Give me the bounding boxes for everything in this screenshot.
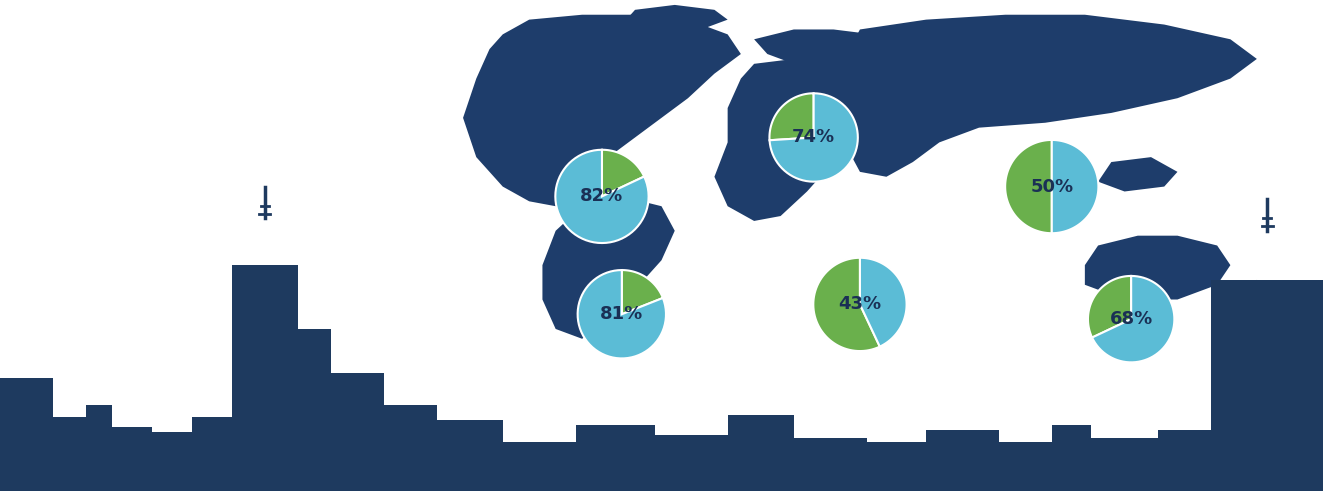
Bar <box>298 329 331 491</box>
Text: Figure 1-1 Urbanization around the world. Adapted from UN (I. Nations, 2018): Figure 1-1 Urbanization around the world… <box>418 473 905 486</box>
Polygon shape <box>1005 140 1052 233</box>
Polygon shape <box>814 258 880 351</box>
Polygon shape <box>622 5 728 29</box>
Polygon shape <box>1052 140 1098 233</box>
Text: 43%: 43% <box>839 296 881 313</box>
Polygon shape <box>556 150 648 243</box>
Bar <box>794 438 867 491</box>
Bar <box>926 430 999 491</box>
Bar <box>53 417 86 491</box>
Polygon shape <box>770 93 857 182</box>
Polygon shape <box>582 187 635 221</box>
Polygon shape <box>602 150 644 196</box>
Bar <box>232 265 298 491</box>
Polygon shape <box>1088 276 1131 337</box>
Bar <box>503 442 576 491</box>
Bar <box>1091 438 1158 491</box>
Polygon shape <box>860 258 906 347</box>
Bar <box>86 405 112 491</box>
Text: 81%: 81% <box>601 305 643 323</box>
Bar <box>728 415 794 491</box>
Bar <box>1211 280 1323 491</box>
Polygon shape <box>1244 280 1270 300</box>
Polygon shape <box>578 270 665 358</box>
Polygon shape <box>622 270 663 314</box>
Bar <box>1158 430 1211 491</box>
Polygon shape <box>770 93 814 140</box>
Bar <box>1052 425 1091 491</box>
Bar <box>655 435 728 491</box>
Polygon shape <box>833 15 1257 177</box>
Bar <box>437 420 503 491</box>
Bar <box>0 378 53 491</box>
Bar <box>331 373 384 491</box>
Bar <box>152 432 192 491</box>
Text: 68%: 68% <box>1110 310 1152 328</box>
Polygon shape <box>754 29 886 69</box>
Bar <box>576 425 655 491</box>
Polygon shape <box>542 196 675 339</box>
Bar <box>999 448 1052 491</box>
Polygon shape <box>714 59 873 221</box>
Bar <box>112 427 152 491</box>
Text: 50%: 50% <box>1031 178 1073 195</box>
Polygon shape <box>1091 276 1175 362</box>
Text: 82%: 82% <box>581 188 623 205</box>
Polygon shape <box>1085 236 1230 300</box>
Text: 74%: 74% <box>792 129 835 146</box>
Bar <box>192 417 232 491</box>
Bar <box>384 405 437 491</box>
Bar <box>867 444 926 491</box>
Bar <box>0 442 1323 491</box>
Polygon shape <box>1098 157 1177 191</box>
Polygon shape <box>463 15 741 206</box>
